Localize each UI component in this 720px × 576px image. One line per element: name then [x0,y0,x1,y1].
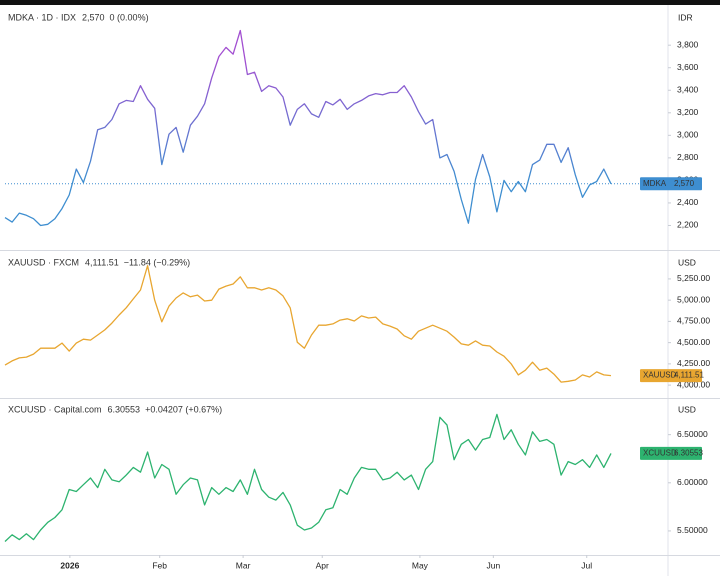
pane-title: XAUUSD · FXCM [8,257,79,267]
pane-title: XCUUSD · Capital.com [8,404,102,414]
badge-price: 2,570 [674,179,695,188]
badge-price: 6.30553 [674,448,703,457]
y-tick-label: 4,250.00 [677,358,710,368]
price-label: 6.30553 [108,404,141,414]
badge-price: 4,111.51 [674,371,705,380]
y-tick-label: 5,250.00 [677,273,710,283]
change-label: +0.04207 (+0.67%) [145,404,222,414]
y-tick-label: 2,400 [677,197,699,207]
change-label: 0 (0.00%) [110,12,149,22]
y-tick-label: 3,800 [677,39,699,49]
top-edge [0,0,720,5]
price-line-series [4,265,612,383]
x-tick-label: Apr [316,560,329,570]
last-price-badge [640,369,702,383]
y-tick-label: 5,000.00 [677,294,710,304]
y-tick-label: 4,500.00 [677,337,710,347]
y-tick-label: 3,200 [677,107,699,117]
price-label: 4,111.51 [85,257,119,267]
last-price-badge [640,177,702,191]
x-tick-label: May [412,560,429,570]
y-tick-label: 5.50000 [677,525,708,535]
x-tick-label: Jun [486,560,500,570]
x-tick-label: 2026 [60,560,79,570]
y-tick-label: 2,800 [677,152,699,162]
y-tick-label: 4,000.00 [677,379,710,389]
pane-title: MDKA · 1D · IDX [8,12,76,22]
x-tick-label: Jul [581,560,592,570]
price-label: 2,570 [82,12,105,22]
badge-symbol: XCUUSD [643,448,677,457]
badge-symbol: XAUUSD [643,371,677,380]
y-tick-label: 6.50000 [677,429,708,439]
y-tick-label: 4,750.00 [677,316,710,326]
y-tick-label: 3,600 [677,62,699,72]
last-price-badge [640,446,702,460]
price-line-series [4,29,612,227]
price-line-series [4,413,612,542]
y-tick-label: 6.00000 [677,477,708,487]
badge-symbol: MDKA [643,179,667,188]
unit-label: IDR [678,12,693,22]
y-tick-label: 3,400 [677,85,699,95]
y-tick-label: 2,200 [677,220,699,230]
unit-label: USD [678,404,696,414]
unit-label: USD [678,257,696,267]
x-tick-label: Feb [152,560,167,570]
x-tick-label: Mar [236,560,251,570]
y-tick-label: 3,000 [677,130,699,140]
change-label: −11.84 (−0.29%) [124,257,190,267]
